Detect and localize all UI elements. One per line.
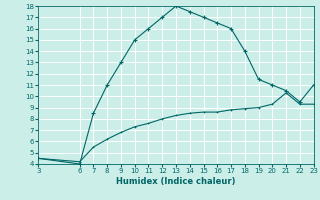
X-axis label: Humidex (Indice chaleur): Humidex (Indice chaleur) xyxy=(116,177,236,186)
